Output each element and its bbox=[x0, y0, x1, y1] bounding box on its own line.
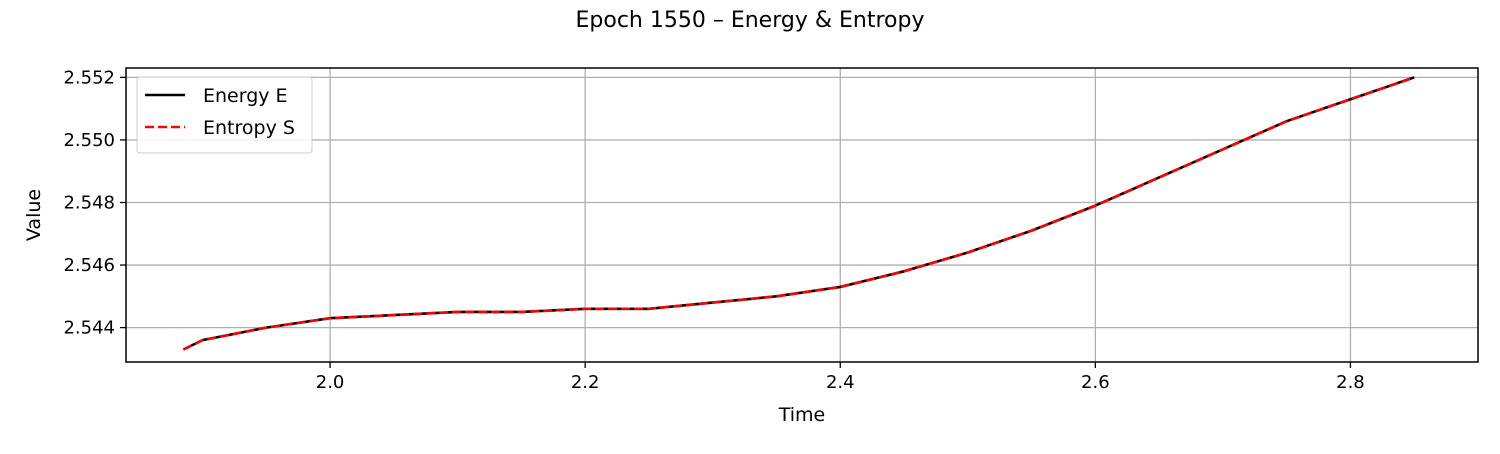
plot-area-frame bbox=[125, 67, 1479, 363]
legend-entry-label: Entropy S bbox=[203, 117, 295, 139]
series-line bbox=[182, 76, 1415, 351]
y-tick-label: 2.550 bbox=[63, 130, 115, 151]
series-lines bbox=[182, 76, 1415, 351]
y-tick-label: 2.552 bbox=[63, 67, 115, 88]
x-tick-label: 2.4 bbox=[826, 372, 855, 393]
chart-title: Epoch 1550 – Energy & Entropy bbox=[576, 8, 925, 33]
x-tick-label: 2.0 bbox=[316, 372, 345, 393]
legend: Energy E Entropy S bbox=[136, 76, 313, 154]
x-axis-label: Time bbox=[778, 404, 826, 426]
y-axis-label: Value bbox=[23, 189, 45, 241]
legend-entry-label: Energy E bbox=[203, 85, 288, 107]
x-tick-label: 2.6 bbox=[1081, 372, 1110, 393]
series-line bbox=[182, 76, 1415, 351]
axis-ticks: 2.0 2.2 2.4 2.6 2.8 2.544 2.546 2.548 2.550 2.552 bbox=[63, 67, 1364, 393]
y-tick-label: 2.544 bbox=[63, 318, 115, 339]
y-tick-label: 2.548 bbox=[63, 192, 115, 213]
y-tick-label: 2.546 bbox=[63, 255, 115, 276]
x-tick-label: 2.8 bbox=[1336, 372, 1365, 393]
grid-lines bbox=[126, 68, 1478, 362]
x-tick-label: 2.2 bbox=[571, 372, 600, 393]
